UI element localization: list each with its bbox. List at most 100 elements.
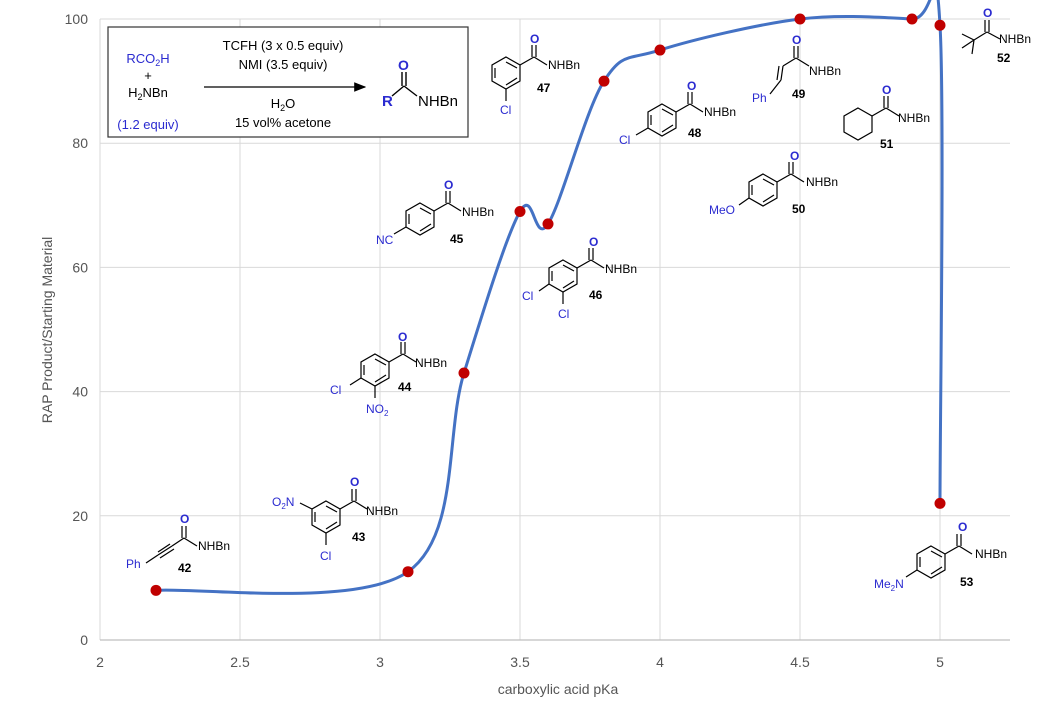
y-tick-label: 40 bbox=[72, 384, 88, 400]
data-point-53 bbox=[934, 497, 946, 509]
svg-text:Cl: Cl bbox=[558, 307, 569, 321]
data-point-49 bbox=[794, 13, 806, 25]
y-tick-label: 100 bbox=[65, 11, 89, 27]
svg-text:NHBn: NHBn bbox=[198, 539, 230, 553]
data-point-51 bbox=[906, 13, 918, 25]
svg-text:49: 49 bbox=[792, 87, 806, 101]
svg-text:45: 45 bbox=[450, 232, 464, 246]
svg-text:R: R bbox=[382, 93, 393, 110]
x-tick-label: 4 bbox=[656, 654, 664, 670]
svg-text:Cl: Cl bbox=[330, 383, 341, 397]
svg-text:Cl: Cl bbox=[619, 133, 630, 147]
svg-text:NHBn: NHBn bbox=[704, 105, 736, 119]
svg-text:Cl: Cl bbox=[320, 549, 331, 563]
svg-text:NC: NC bbox=[376, 233, 394, 247]
svg-text:NHBn: NHBn bbox=[548, 58, 580, 72]
svg-text:47: 47 bbox=[537, 81, 551, 95]
svg-text:O: O bbox=[398, 330, 407, 344]
x-tick-label: 3.5 bbox=[510, 654, 530, 670]
y-tick-label: 60 bbox=[72, 259, 88, 275]
svg-text:46: 46 bbox=[589, 288, 603, 302]
svg-text:Cl: Cl bbox=[522, 289, 533, 303]
structure-53: O NHBn Me2N 53 bbox=[874, 520, 1007, 593]
svg-text:NO2: NO2 bbox=[366, 402, 389, 418]
svg-text:NHBn: NHBn bbox=[415, 356, 447, 370]
svg-text:NHBn: NHBn bbox=[605, 262, 637, 276]
svg-text:Ph: Ph bbox=[126, 557, 141, 571]
data-point-47 bbox=[598, 75, 610, 87]
structure-48: O NHBn Cl 48 bbox=[619, 79, 736, 147]
svg-text:NHBn: NHBn bbox=[898, 111, 930, 125]
svg-text:O: O bbox=[882, 83, 891, 97]
svg-text:O2N: O2N bbox=[272, 495, 294, 511]
svg-text:48: 48 bbox=[688, 126, 702, 140]
svg-text:O: O bbox=[530, 32, 539, 46]
svg-text:NHBn: NHBn bbox=[809, 64, 841, 78]
reagent-nmi: NMI (3.5 equiv) bbox=[239, 57, 328, 72]
x-tick-label: 2 bbox=[96, 654, 104, 670]
x-tick-label: 5 bbox=[936, 654, 944, 670]
y-tick-label: 20 bbox=[72, 508, 88, 524]
data-point-52 bbox=[934, 19, 946, 31]
svg-text:53: 53 bbox=[960, 575, 974, 589]
svg-text:NHBn: NHBn bbox=[806, 175, 838, 189]
grid bbox=[99, 18, 1010, 641]
reaction-scheme: RCO2H + H2NBn (1.2 equiv) TCFH (3 x 0.5 … bbox=[107, 26, 469, 138]
structure-43: O NHBn O2N Cl 43 bbox=[272, 475, 398, 563]
svg-text:NHBn: NHBn bbox=[418, 93, 458, 110]
structure-49: O NHBn Ph 49 bbox=[752, 33, 841, 105]
x-axis-label: carboxylic acid pKa bbox=[498, 681, 619, 697]
scheme-plus: + bbox=[144, 68, 152, 83]
svg-text:O: O bbox=[589, 235, 598, 249]
svg-text:MeO: MeO bbox=[709, 203, 735, 217]
structure-44: O NHBn Cl NO2 44 bbox=[330, 330, 447, 418]
svg-text:O: O bbox=[350, 475, 359, 489]
y-tick-label: 0 bbox=[80, 632, 88, 648]
svg-text:O: O bbox=[180, 512, 189, 526]
structure-42: O NHBn Ph 42 bbox=[126, 512, 230, 575]
x-tick-label: 3 bbox=[376, 654, 384, 670]
data-points bbox=[150, 13, 946, 596]
x-tick-label: 2.5 bbox=[230, 654, 250, 670]
svg-text:O: O bbox=[444, 178, 453, 192]
svg-text:O: O bbox=[687, 79, 696, 93]
svg-text:42: 42 bbox=[178, 561, 192, 575]
svg-text:O: O bbox=[790, 149, 799, 163]
svg-text:O: O bbox=[983, 6, 992, 20]
svg-text:NHBn: NHBn bbox=[366, 504, 398, 518]
data-point-48 bbox=[654, 44, 666, 56]
svg-text:O: O bbox=[398, 57, 409, 73]
svg-text:Me2N: Me2N bbox=[874, 577, 904, 593]
solvent-acetone: 15 vol% acetone bbox=[235, 115, 331, 130]
reactant-amine: H2NBn bbox=[128, 85, 168, 102]
reactant-acid: RCO2H bbox=[126, 51, 169, 68]
svg-text:NHBn: NHBn bbox=[975, 547, 1007, 561]
data-point-43 bbox=[402, 566, 414, 578]
data-point-46 bbox=[542, 218, 554, 230]
structure-51: O NHBn 51 bbox=[843, 83, 930, 151]
x-tick-label: 4.5 bbox=[790, 654, 810, 670]
data-point-45 bbox=[514, 206, 526, 218]
data-point-42 bbox=[150, 584, 162, 596]
y-axis-label: RAP Product/Starting Material bbox=[39, 237, 55, 424]
amine-equiv: (1.2 equiv) bbox=[117, 117, 178, 132]
data-point-44 bbox=[458, 367, 470, 379]
solvent-water: H2O bbox=[271, 96, 296, 113]
svg-text:O: O bbox=[958, 520, 967, 534]
reagent-tcfh: TCFH (3 x 0.5 equiv) bbox=[223, 38, 344, 53]
structure-50: O NHBn MeO 50 bbox=[709, 149, 838, 217]
structure-45: O NHBn NC 45 bbox=[376, 178, 494, 247]
y-tick-label: 80 bbox=[72, 135, 88, 151]
svg-text:Ph: Ph bbox=[752, 91, 767, 105]
svg-text:44: 44 bbox=[398, 380, 412, 394]
svg-text:50: 50 bbox=[792, 202, 806, 216]
svg-text:Cl: Cl bbox=[500, 103, 511, 117]
svg-text:O: O bbox=[792, 33, 801, 47]
svg-text:NHBn: NHBn bbox=[999, 32, 1031, 46]
svg-text:NHBn: NHBn bbox=[462, 205, 494, 219]
structure-47: O NHBn Cl 47 bbox=[491, 32, 580, 117]
svg-text:43: 43 bbox=[352, 530, 366, 544]
structure-52: O NHBn 52 bbox=[961, 6, 1031, 65]
